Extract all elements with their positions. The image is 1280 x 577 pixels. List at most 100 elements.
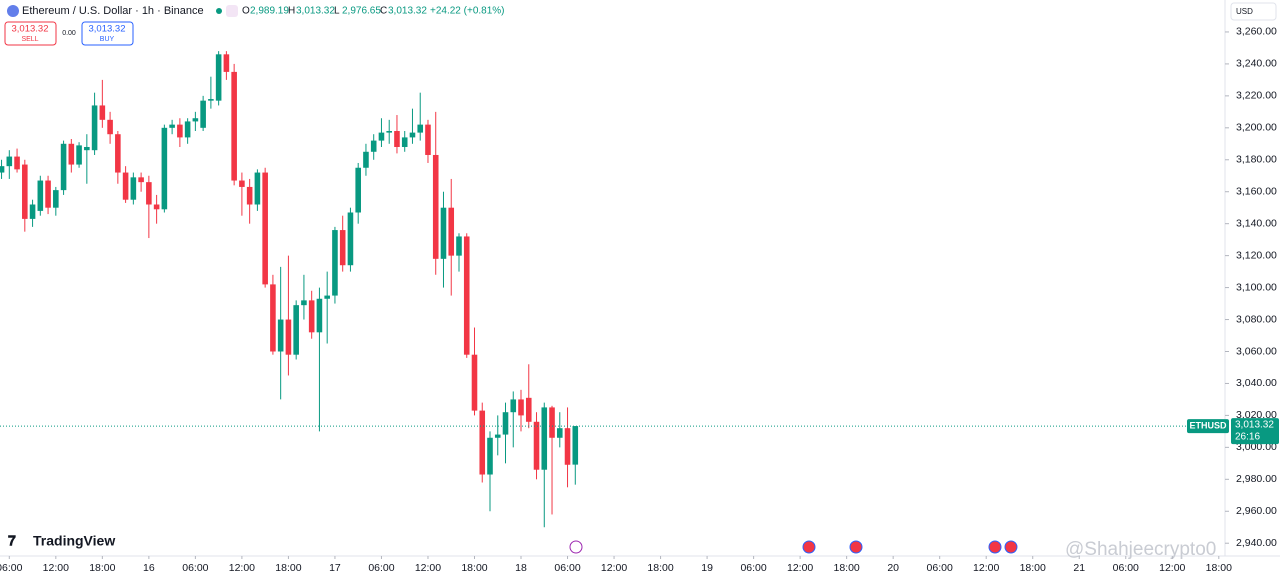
candle-body xyxy=(130,177,137,200)
candle-body xyxy=(394,131,400,147)
sell-label[interactable]: SELL xyxy=(21,36,38,43)
candle-body xyxy=(231,71,237,181)
candle-body xyxy=(332,230,338,296)
sell-button[interactable] xyxy=(4,21,57,46)
currency-button[interactable] xyxy=(1230,2,1277,21)
y-tick-label: 3,260.00 xyxy=(1236,26,1277,38)
y-tick-label: 3,120.00 xyxy=(1236,249,1277,261)
candle-body xyxy=(339,230,346,266)
candle-body xyxy=(518,399,524,416)
event-flag[interactable] xyxy=(802,540,816,554)
symbol-tag xyxy=(1187,419,1229,434)
candle-body xyxy=(285,319,292,355)
candle-body xyxy=(432,154,439,259)
candle-body xyxy=(115,134,121,173)
candle-body xyxy=(525,397,532,422)
candle-body xyxy=(448,207,455,256)
candle-body xyxy=(161,127,168,210)
candle-body xyxy=(409,132,416,138)
buy-price[interactable]: 3,013.32 xyxy=(89,24,126,35)
x-tick-label: 06:00 xyxy=(740,562,766,574)
candle-body xyxy=(324,295,330,299)
ohlc-value: 2,976.65 xyxy=(342,6,381,17)
candle-body xyxy=(6,156,13,167)
ohlc-value: 3,013.32 xyxy=(296,6,335,17)
candle-body xyxy=(494,434,501,438)
candle-body xyxy=(363,151,369,168)
currency[interactable]: USD xyxy=(1236,7,1253,16)
candle-body xyxy=(208,99,214,101)
x-tick-label: 18:00 xyxy=(275,562,301,574)
candle-body xyxy=(308,300,315,333)
symbol-tag-text: ETHUSD xyxy=(1189,420,1227,430)
candle-body xyxy=(277,319,284,352)
y-tick-label: 3,100.00 xyxy=(1236,281,1277,293)
ohlc-value: 2,989.19 xyxy=(250,6,289,17)
flag-icon[interactable] xyxy=(226,5,238,17)
candle-body xyxy=(487,437,493,475)
market-status xyxy=(216,8,222,14)
x-tick-label: 18:00 xyxy=(1020,562,1046,574)
candle-body xyxy=(417,124,424,133)
ohlc-key: H xyxy=(288,6,295,17)
y-tick-label: 3,000.00 xyxy=(1236,441,1277,453)
buy-label[interactable]: BUY xyxy=(100,36,115,43)
x-tick-label: 18:00 xyxy=(834,562,860,574)
x-tick-label: 20 xyxy=(887,562,899,574)
candle-body xyxy=(541,407,548,470)
y-tick-label: 2,960.00 xyxy=(1236,505,1277,517)
event-flag[interactable] xyxy=(988,540,1002,554)
event-icon[interactable] xyxy=(569,540,583,554)
candle-body xyxy=(254,172,261,205)
candle-body xyxy=(45,180,51,208)
candle-body xyxy=(169,124,175,128)
candle-body xyxy=(293,305,299,355)
x-tick-label: 12:00 xyxy=(229,562,255,574)
candle-body xyxy=(22,164,28,219)
candle-body xyxy=(76,145,82,165)
candle-body xyxy=(533,421,540,470)
x-tick-label: 06:00 xyxy=(927,562,953,574)
candle-body xyxy=(316,298,323,333)
candle-body xyxy=(0,166,5,173)
candle-body xyxy=(107,119,113,135)
watermark: @Shahjeecrypto0 xyxy=(1065,539,1216,560)
event-flag[interactable] xyxy=(849,540,863,554)
candle-body xyxy=(463,236,470,355)
candle-body xyxy=(184,121,191,138)
candle-body xyxy=(138,177,144,183)
candle-body xyxy=(60,143,67,191)
x-tick-label: 12:00 xyxy=(973,562,999,574)
x-tick-label: 21 xyxy=(1073,562,1085,574)
candle-body xyxy=(549,407,555,438)
y-tick-label: 3,040.00 xyxy=(1236,377,1277,389)
candle-body xyxy=(239,180,245,187)
candle-body xyxy=(68,143,75,165)
candle-body xyxy=(177,124,183,138)
event-flag[interactable] xyxy=(1004,540,1018,554)
ohlc-value: 3,013.32 xyxy=(388,6,427,17)
candle-body xyxy=(223,54,230,72)
candle-body xyxy=(246,186,253,205)
candle-body xyxy=(53,190,59,208)
candle-body xyxy=(347,212,354,266)
candle-body xyxy=(153,204,160,210)
y-tick-label: 3,140.00 xyxy=(1236,217,1277,229)
x-tick-label: 06:00 xyxy=(368,562,394,574)
y-tick-label: 3,060.00 xyxy=(1236,345,1277,357)
x-tick-label: 18:00 xyxy=(647,562,673,574)
buy-button[interactable] xyxy=(81,21,134,46)
candle-body xyxy=(572,426,579,465)
candle-body xyxy=(192,118,199,122)
sell-price[interactable]: 3,013.32 xyxy=(12,24,49,35)
candle-body xyxy=(270,284,276,352)
price-tag xyxy=(1231,418,1279,445)
ohlc-key: C xyxy=(380,6,387,17)
candle-body xyxy=(471,354,478,411)
candle-body xyxy=(122,172,129,200)
ohlc-values: O 2,989.19 H 3,013.32 L 2,976.65 C 3,013.32 xyxy=(242,6,427,17)
y-tick-label: 3,240.00 xyxy=(1236,58,1277,70)
symbol-title: Ethereum / U.S. Dollar · 1h · Binance xyxy=(22,5,204,17)
candle-body xyxy=(14,156,20,170)
ohlc-key: L xyxy=(334,6,340,17)
